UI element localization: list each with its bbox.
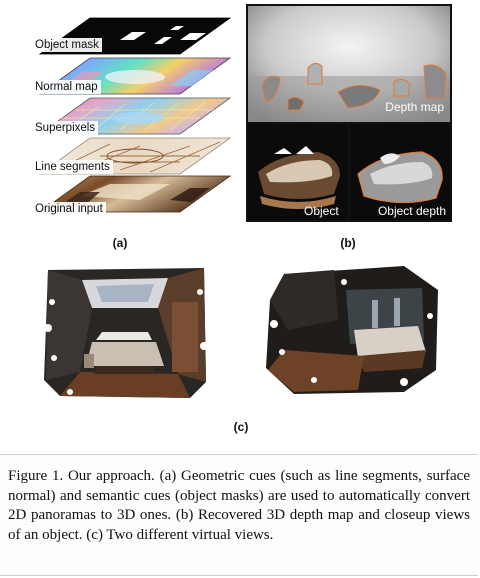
layer-label-line-segments: Line segments	[32, 160, 113, 174]
subcaption-b: (b)	[340, 236, 356, 250]
layer-label-superpixels: Superpixels	[32, 121, 99, 135]
layer-label-original-input: Original input	[32, 202, 106, 216]
object-depth-label: Object depth	[377, 204, 446, 218]
figure-caption-box: Figure 1. Our approach. (a) Geometric cu…	[0, 454, 478, 576]
virtual-view-1-image	[40, 262, 212, 404]
virtual-view-2-image	[254, 260, 442, 402]
panel-a: Object mask Normal map Superpixels Line …	[20, 0, 235, 245]
figure-caption: Figure 1. Our approach. (a) Geometric cu…	[8, 468, 470, 543]
layer-label-object-mask: Object mask	[32, 38, 102, 52]
subcaption-a: (a)	[112, 236, 128, 250]
object-depth-image	[350, 124, 450, 220]
depth-map-label: Depth map	[385, 100, 444, 114]
subcaption-c: (c)	[233, 420, 249, 434]
layer-label-normal-map: Normal map	[32, 80, 101, 94]
panel-b: Depth map Object Object depth	[246, 4, 452, 222]
depth-map-image	[248, 6, 450, 122]
object-closeup-image	[248, 124, 348, 220]
object-label: Object	[304, 204, 339, 218]
